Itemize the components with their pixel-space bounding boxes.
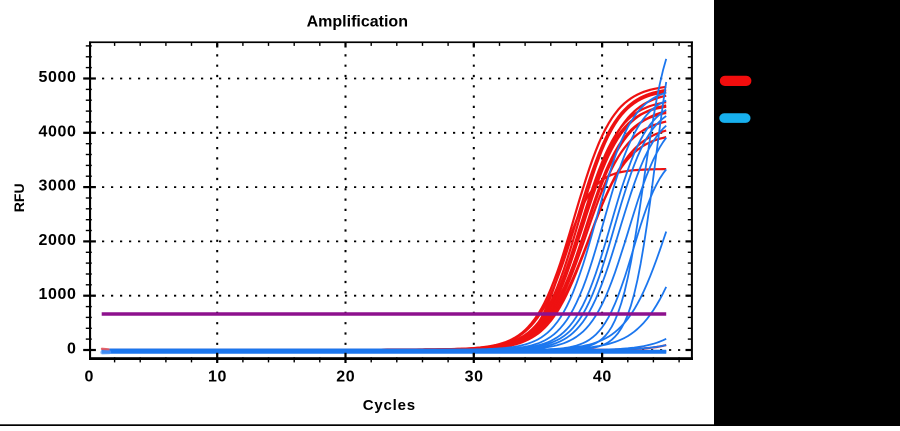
svg-text:40: 40 (593, 368, 612, 385)
svg-text:10: 10 (208, 368, 227, 385)
svg-text:RFU: RFU (11, 183, 27, 212)
svg-text:1000: 1000 (39, 286, 77, 303)
svg-text:2000: 2000 (39, 232, 77, 249)
svg-text:Cycles: Cycles (363, 397, 416, 414)
svg-text:30: 30 (465, 368, 484, 385)
svg-text:3000: 3000 (39, 178, 77, 195)
svg-text:0: 0 (84, 368, 94, 385)
svg-text:4000: 4000 (39, 123, 77, 140)
svg-text:Amplification: Amplification (307, 14, 408, 31)
svg-text:0: 0 (67, 341, 77, 358)
svg-text:20: 20 (336, 368, 355, 385)
svg-text:5000: 5000 (39, 69, 77, 86)
